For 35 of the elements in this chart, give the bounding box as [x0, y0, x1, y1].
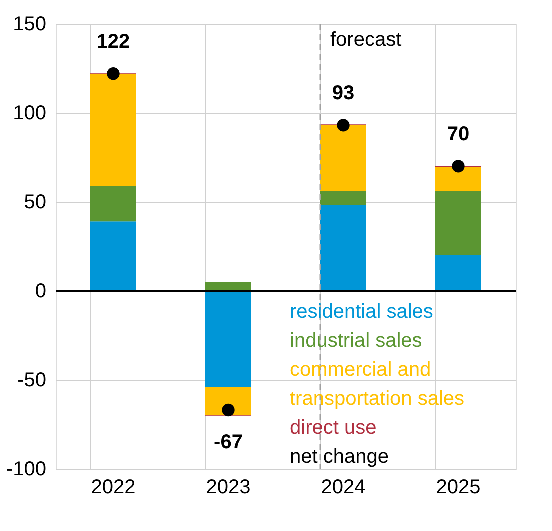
bar	[206, 291, 252, 388]
y-tick-label: 50	[24, 192, 46, 214]
series-label: direct use	[290, 417, 377, 440]
bar	[320, 206, 366, 291]
x-tick-label: 2025	[436, 476, 481, 498]
point	[107, 68, 120, 80]
text: industrial sales	[290, 330, 422, 352]
bar	[436, 167, 482, 192]
x-tick-label: 2024	[321, 476, 366, 498]
y-tick-label: 100	[13, 102, 46, 124]
bar	[206, 387, 252, 416]
data-label: -67	[214, 431, 243, 454]
bar	[320, 191, 366, 206]
point	[452, 160, 465, 173]
bar	[90, 74, 136, 186]
bar	[436, 191, 482, 256]
y-tick-label: 150	[13, 14, 46, 36]
y-tick-label: -50	[18, 370, 46, 392]
series-label: commercial and transportation sales	[290, 359, 465, 410]
bar	[320, 125, 366, 192]
text: net change	[290, 446, 389, 468]
point	[222, 404, 235, 417]
data-label: 93	[332, 82, 355, 104]
x-tick-label: 2022	[91, 476, 136, 498]
x-tick-label: 2023	[206, 476, 251, 498]
bar	[436, 255, 482, 291]
series-label: residential sales	[290, 301, 434, 324]
data-label: 122	[96, 30, 130, 53]
bar	[90, 186, 136, 222]
bar	[90, 222, 136, 291]
y-tick-label: 0	[35, 280, 46, 302]
ref-line-label: forecast	[330, 29, 402, 51]
y-tick-label: -100	[6, 458, 46, 480]
point	[337, 119, 350, 132]
data-label: 70	[447, 123, 470, 146]
